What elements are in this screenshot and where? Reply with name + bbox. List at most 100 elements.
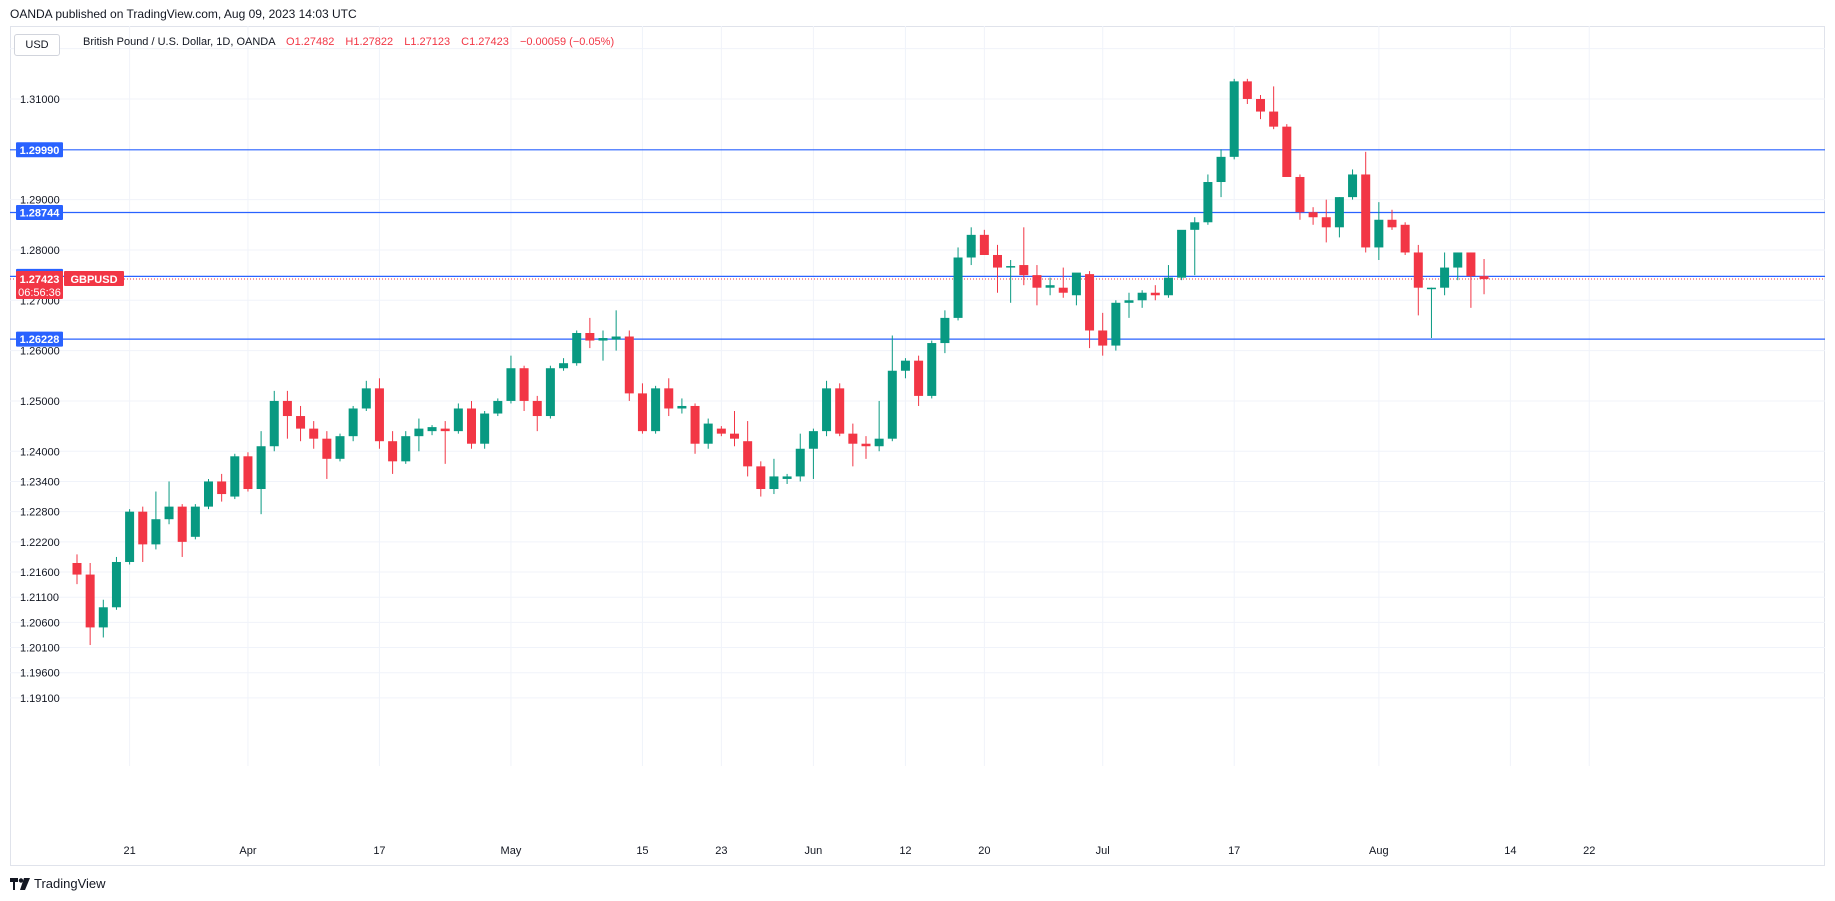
candle-down — [914, 360, 924, 396]
tradingview-brand[interactable]: TradingView — [10, 876, 106, 891]
candle-up — [874, 438, 884, 447]
candle-down — [1256, 98, 1265, 112]
legend-open: O1.27482 — [286, 36, 335, 48]
candle-up — [1163, 277, 1173, 296]
candle-up — [1006, 266, 1016, 268]
last-price-tag — [16, 270, 63, 299]
currency-button[interactable]: USD — [14, 34, 60, 56]
y-tick-label: 1.31000 — [20, 94, 60, 106]
candle-up — [822, 388, 832, 432]
candle-up — [151, 519, 161, 545]
candle-up — [1440, 267, 1450, 288]
candle-up — [1111, 302, 1121, 346]
y-tick-label: 1.29000 — [20, 195, 60, 207]
legend-close: C1.27423 — [461, 36, 509, 48]
candle-up — [98, 607, 108, 628]
y-tick-label: 1.21100 — [20, 592, 59, 604]
candle-down — [217, 481, 227, 495]
x-tick-label: 23 — [715, 845, 727, 857]
candle-up — [190, 506, 200, 537]
candle-down — [743, 441, 753, 467]
y-tick-label: 1.19100 — [20, 693, 60, 705]
candle-up — [414, 428, 424, 437]
candle-up — [966, 234, 976, 258]
candle-down — [1400, 224, 1410, 253]
candle-down — [309, 428, 319, 439]
candle-up — [256, 446, 266, 490]
x-tick-label: 21 — [123, 845, 135, 857]
candle-down — [322, 438, 332, 459]
candle-up — [1190, 222, 1200, 230]
y-tick-label: 1.28000 — [20, 245, 60, 257]
candle-up — [900, 360, 910, 371]
candle-down — [664, 388, 674, 409]
symbol-legend: British Pound / U.S. Dollar, 1D, OANDA O… — [83, 36, 614, 48]
legend-high: H1.27822 — [345, 36, 394, 48]
candle-up — [125, 511, 135, 562]
x-tick-label: Aug — [1369, 845, 1389, 857]
candle-up — [1426, 287, 1436, 290]
legend-change: −0.00059 (−0.05%) — [519, 36, 615, 48]
candle-down — [374, 388, 384, 442]
candle-up — [1334, 197, 1344, 228]
candle-down — [585, 332, 595, 341]
y-tick-label: 1.23400 — [20, 476, 60, 488]
candle-up — [572, 332, 582, 364]
candle-up — [480, 413, 490, 444]
last-price-label: 1.27423 — [20, 274, 60, 286]
candle-down — [1479, 276, 1489, 280]
candle-up — [1124, 300, 1134, 303]
candle-up — [782, 476, 792, 479]
candle-down — [532, 400, 542, 417]
x-tick-label: 22 — [1583, 845, 1595, 857]
candle-down — [1019, 265, 1029, 276]
countdown-label: 06:56:36 — [18, 287, 61, 299]
candle-up — [808, 431, 818, 449]
brand-name: TradingView — [34, 876, 106, 891]
y-tick-label: 1.22800 — [20, 507, 60, 519]
x-tick-label: Apr — [239, 845, 256, 857]
candle-down — [282, 400, 292, 417]
x-tick-label: May — [501, 845, 522, 857]
x-tick-label: 14 — [1504, 845, 1516, 857]
tradingview-logo-icon — [10, 877, 30, 890]
y-tick-label: 1.26000 — [20, 346, 60, 358]
candle-up — [927, 343, 937, 396]
candle-down — [177, 506, 187, 542]
candle-up — [361, 388, 371, 409]
y-tick-label: 1.24000 — [20, 446, 60, 458]
candle-up — [1453, 252, 1463, 268]
candle-down — [1413, 252, 1423, 288]
candle-up — [1071, 272, 1081, 296]
candle-up — [559, 363, 569, 369]
y-tick-label: 1.20600 — [20, 617, 60, 629]
candle-down — [690, 405, 700, 444]
candle-down — [85, 574, 95, 628]
x-tick-label: Jul — [1096, 845, 1110, 857]
candle-up — [204, 481, 213, 507]
x-tick-label: 20 — [978, 845, 990, 857]
symbol-title: British Pound / U.S. Dollar, 1D, OANDA — [83, 36, 275, 48]
x-tick-label: 17 — [1228, 845, 1240, 857]
candle-up — [1216, 156, 1226, 183]
candle-down — [1242, 81, 1252, 99]
candle-down — [993, 254, 1002, 268]
legend-low: L1.27123 — [404, 36, 451, 48]
candle-down — [519, 368, 529, 401]
candle-up — [703, 423, 713, 444]
published-caption: OANDA published on TradingView.com, Aug … — [10, 7, 357, 21]
candle-down — [243, 456, 253, 490]
candle-up — [1137, 292, 1147, 301]
candle-up — [230, 456, 240, 497]
level-price-label: 1.26228 — [20, 334, 60, 346]
candle-up — [427, 427, 437, 432]
x-tick-label: 12 — [899, 845, 911, 857]
candle-down — [1032, 275, 1042, 288]
candle-up — [940, 317, 950, 344]
candle-up — [887, 370, 897, 439]
candle-up — [598, 338, 608, 341]
candle-up — [1177, 229, 1187, 278]
symbol-tag-label: GBPUSD — [70, 274, 117, 286]
candle-up — [1203, 182, 1213, 223]
